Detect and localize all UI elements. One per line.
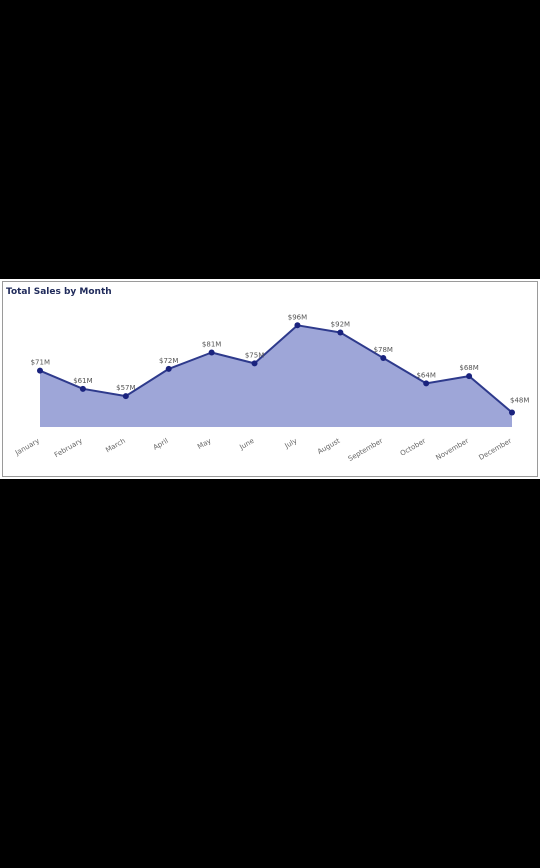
data-label-august: $92M [331,321,350,329]
x-tick-november: November [435,437,471,462]
data-label-september: $78M [374,346,393,354]
data-point-november[interactable] [466,373,472,379]
data-point-july[interactable] [294,322,300,328]
data-label-february: $61M [73,377,92,385]
x-tick-may: May [196,437,213,451]
area-chart: $71M $61M $57M $72M $81M $75M $96M $92M $78M $64M… [0,279,540,479]
chart-card: Total Sales by Month $71M $61M $57M $72M $81… [0,279,540,479]
data-point-may[interactable] [209,350,215,356]
x-tick-september: September [347,437,385,463]
data-point-january[interactable] [37,368,43,374]
data-label-december: $48M [510,396,529,404]
x-tick-october: October [399,437,427,458]
data-label-october: $64M [416,371,435,379]
data-label-april: $72M [159,357,178,365]
data-point-april[interactable] [166,366,172,372]
data-point-february[interactable] [80,386,86,392]
x-tick-june: June [237,437,255,452]
x-tick-march: March [104,437,126,455]
data-point-september[interactable] [380,355,386,361]
data-label-may: $81M [202,341,221,349]
data-point-october[interactable] [423,380,429,386]
area-fill [40,325,512,427]
data-point-august[interactable] [337,330,343,336]
x-tick-july: July [283,437,299,451]
x-tick-february: February [53,437,84,459]
data-point-june[interactable] [252,360,258,366]
data-label-january: $71M [31,359,50,367]
data-label-march: $57M [116,384,135,392]
data-label-november: $68M [459,364,478,372]
x-tick-april: April [152,437,170,452]
x-axis-tick-labels: January February March April May June July Augu… [13,437,513,463]
x-tick-december: December [478,437,514,462]
data-point-march[interactable] [123,393,129,399]
x-tick-august: August [316,437,341,456]
data-point-december[interactable] [509,409,515,415]
data-label-july: $96M [288,313,307,321]
x-tick-january: January [13,437,41,458]
data-label-june: $75M [245,351,264,359]
